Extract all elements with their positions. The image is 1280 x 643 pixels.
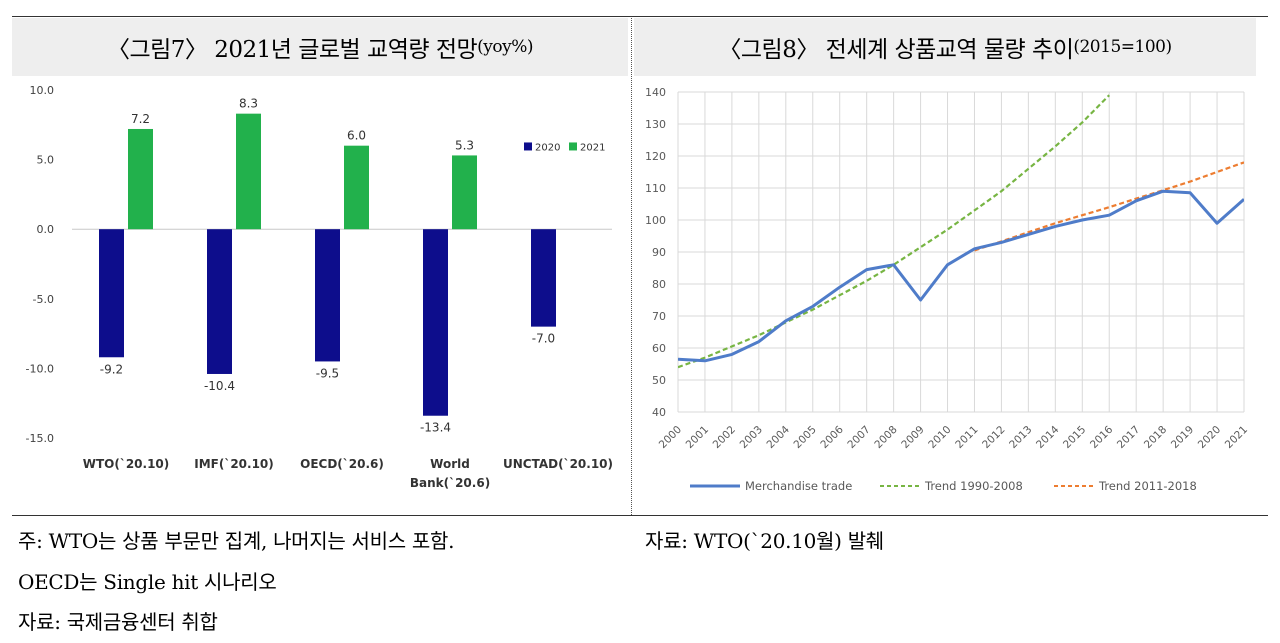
series-line-trend-2011-2018 [974, 161, 1244, 252]
y-tick-label: 5.0 [37, 154, 55, 167]
y-tick-label: 10.0 [30, 84, 55, 97]
x-tick-label: 2005 [791, 424, 818, 451]
y-tick-label: 110 [645, 182, 666, 195]
x-category-label: Bank(`20.6) [410, 476, 490, 490]
x-tick-label: 2001 [684, 424, 711, 451]
bar-2020-3 [423, 229, 448, 416]
bar-2020-0 [99, 229, 124, 358]
data-label: -10.4 [204, 379, 235, 393]
y-tick-label: 80 [652, 278, 666, 291]
y-tick-label: 50 [652, 374, 666, 387]
y-tick-label: 60 [652, 342, 666, 355]
series-line-trend-1990-2008 [678, 94, 1110, 369]
top-rule [12, 16, 1268, 17]
bar-2020-4 [531, 229, 556, 327]
x-tick-label: 2000 [657, 424, 684, 451]
x-tick-label: 2007 [845, 424, 872, 451]
y-tick-label: 100 [645, 214, 666, 227]
data-label: 6.0 [347, 129, 366, 143]
legend-label-2021: 2021 [580, 142, 605, 153]
data-label: -13.4 [420, 421, 451, 435]
legend-label-2: Trend 2011-2018 [1098, 479, 1197, 493]
bar-2020-1 [207, 229, 232, 374]
bar-chart: 10.0 5.0 0.0 -5.0 -10.0 -15.0 -9.2 7.2 WTO(`20.1… [26, 84, 613, 490]
legend-label-1: Trend 1990-2008 [924, 479, 1023, 493]
x-tick-label: 2011 [953, 424, 980, 451]
x-tick-label: 2003 [738, 424, 765, 451]
x-tick-label: 2015 [1061, 424, 1088, 451]
x-tick-label: 2012 [980, 424, 1007, 451]
y-tick-label: -10.0 [26, 362, 54, 375]
note-line-2: OECD는 Single hit 시나리오 [18, 570, 277, 594]
x-tick-label: 2013 [1007, 424, 1034, 451]
x-tick-label: 2021 [1223, 424, 1250, 451]
x-tick-label: 2016 [1088, 423, 1116, 451]
x-tick-label: 2020 [1196, 424, 1223, 451]
left-title-main: 〈그림7〉 2021년 글로벌 교역량 전망 [106, 37, 478, 63]
y-tick-label: 70 [652, 310, 666, 323]
x-tick-label: 2004 [765, 423, 793, 451]
y-tick-label: -15.0 [26, 432, 54, 445]
legend-label-0: Merchandise trade [745, 479, 852, 493]
data-label: -7.0 [532, 332, 555, 346]
y-tick-label: 120 [645, 150, 666, 163]
x-tick-label: 2017 [1115, 424, 1142, 451]
source-line-right: 자료: WTO(`20.10월) 발췌 [645, 529, 884, 553]
data-label: -9.5 [316, 366, 339, 380]
bar-2021-0 [128, 128, 153, 230]
y-tick-label: 90 [652, 246, 666, 259]
left-chart-title: 〈그림7〉 2021년 글로벌 교역량 전망 (yoy%) [12, 18, 628, 76]
x-tick-label: 2009 [899, 424, 926, 451]
y-tick-label: 140 [645, 86, 666, 99]
y-tick-label: 40 [652, 406, 666, 419]
legend-swatch-2020 [524, 142, 532, 151]
data-label: 5.3 [455, 138, 474, 152]
legend-swatch-2021 [569, 142, 577, 151]
bar-2021-3 [452, 155, 477, 230]
y-tick-label: 130 [645, 118, 666, 131]
right-title-main: 〈그림8〉 전세계 상품교역 물량 추이 [718, 37, 1074, 63]
source-line-left: 자료: 국제금융센터 취합 [18, 610, 218, 634]
x-category-label: IMF(`20.10) [194, 457, 274, 471]
x-tick-label: 2008 [872, 424, 899, 451]
bar-2020-2 [315, 229, 340, 362]
left-title-unit: (yoy%) [477, 37, 534, 57]
x-category-label: World [430, 457, 470, 471]
right-chart-title: 〈그림8〉 전세계 상품교역 물량 추이 (2015=100) [634, 18, 1256, 76]
series-line-merchandise-trade [678, 189, 1244, 363]
x-tick-label: 2002 [711, 424, 738, 451]
note-line-1: 주: WTO는 상품 부문만 집계, 나머지는 서비스 포함. [18, 529, 455, 553]
x-tick-label: 2006 [818, 423, 846, 451]
data-label: 7.2 [131, 112, 150, 126]
y-tick-label: 0.0 [37, 223, 55, 236]
right-title-unit: (2015=100) [1073, 37, 1172, 57]
x-tick-label: 2010 [926, 424, 953, 451]
data-label: 8.3 [239, 97, 258, 111]
panel-divider [631, 18, 632, 515]
legend-label-2020: 2020 [535, 142, 560, 153]
y-tick-label: -5.0 [33, 293, 54, 306]
x-tick-label: 2019 [1169, 424, 1196, 451]
x-tick-label: 2014 [1034, 423, 1062, 451]
data-label: -9.2 [100, 362, 123, 376]
bottom-rule [12, 515, 1268, 516]
x-category-label: WTO(`20.10) [83, 457, 170, 471]
x-category-label: OECD(`20.6) [300, 457, 384, 471]
bar-2021-1 [236, 113, 261, 230]
x-tick-label: 2018 [1142, 424, 1169, 451]
x-category-label: UNCTAD(`20.10) [503, 457, 613, 471]
right-chart-panel: 〈그림8〉 전세계 상품교역 물량 추이 (2015=100) 40 50 60 70 8… [634, 18, 1256, 515]
left-chart-panel: 〈그림7〉 2021년 글로벌 교역량 전망 (yoy%) 10.0 5.0 0.0 -… [12, 18, 628, 515]
bar-2021-2 [344, 145, 369, 230]
